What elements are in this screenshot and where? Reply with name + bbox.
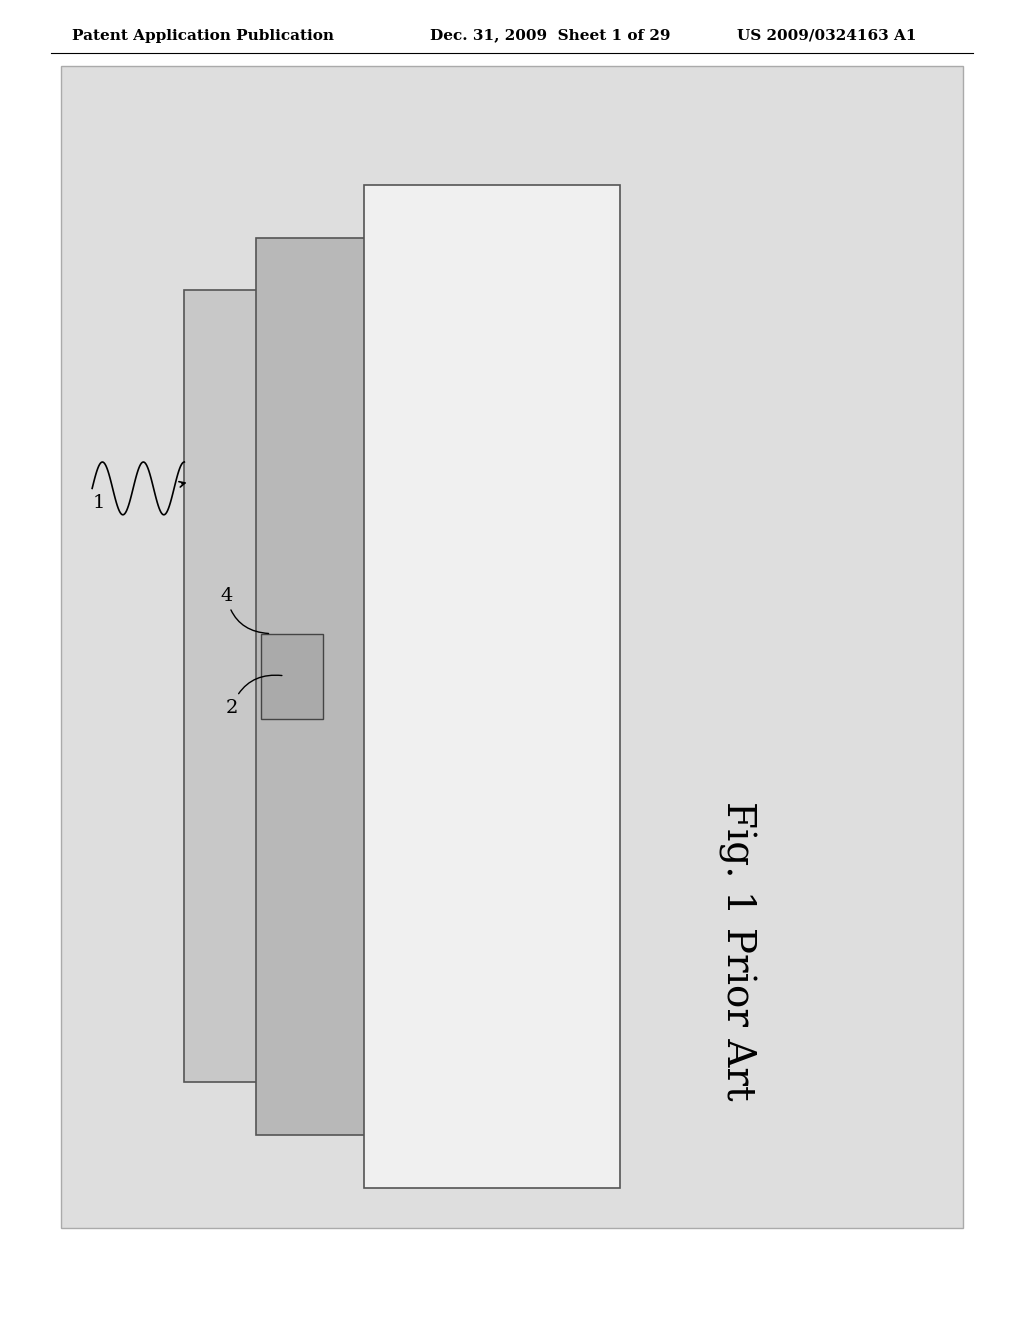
- Text: 4: 4: [220, 586, 268, 634]
- Text: 1: 1: [92, 494, 104, 512]
- FancyBboxPatch shape: [261, 634, 323, 719]
- FancyBboxPatch shape: [256, 238, 389, 1135]
- FancyBboxPatch shape: [61, 66, 963, 1228]
- Text: US 2009/0324163 A1: US 2009/0324163 A1: [737, 29, 916, 42]
- FancyBboxPatch shape: [364, 185, 620, 1188]
- FancyBboxPatch shape: [184, 290, 410, 1082]
- Text: Dec. 31, 2009  Sheet 1 of 29: Dec. 31, 2009 Sheet 1 of 29: [430, 29, 671, 42]
- Text: Patent Application Publication: Patent Application Publication: [72, 29, 334, 42]
- Text: Fig. 1 Prior Art: Fig. 1 Prior Art: [718, 801, 757, 1100]
- Text: 2: 2: [225, 675, 282, 717]
